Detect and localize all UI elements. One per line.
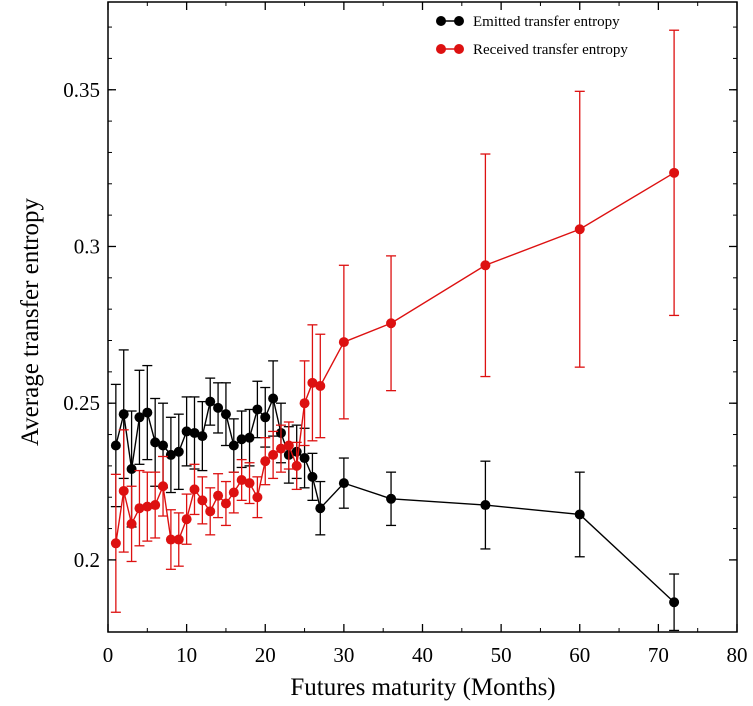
x-tick-label: 60	[569, 643, 590, 667]
data-point-received	[574, 224, 585, 235]
data-point-received	[669, 167, 680, 178]
series-received	[110, 29, 680, 613]
data-point-emitted	[134, 412, 145, 423]
data-point-received	[110, 538, 121, 549]
data-point-received	[386, 318, 397, 329]
series-emitted	[110, 349, 680, 632]
data-point-emitted	[480, 500, 491, 511]
x-tick-label: 0	[103, 643, 114, 667]
legend-emitted-label: Emitted transfer entropy	[473, 14, 620, 30]
legend: Emitted transfer entropy Received transf…	[436, 14, 628, 58]
data-point-received	[315, 380, 326, 391]
y-tick-label: 0.2	[74, 548, 100, 572]
data-point-received	[299, 398, 310, 409]
y-tick-label: 0.3	[74, 234, 100, 258]
data-point-emitted	[252, 404, 263, 415]
data-point-received	[142, 501, 153, 512]
data-point-received	[181, 514, 192, 525]
data-point-emitted	[220, 409, 231, 420]
y-tick-label: 0.35	[63, 78, 100, 102]
x-tick-label: 70	[648, 643, 669, 667]
data-point-received	[480, 260, 491, 271]
data-point-received	[307, 377, 318, 388]
data-point-received	[158, 481, 169, 492]
data-point-received	[220, 498, 231, 509]
data-point-received	[252, 492, 263, 503]
data-point-emitted	[150, 437, 161, 448]
x-tick-label: 50	[491, 643, 512, 667]
data-point-received	[189, 484, 200, 495]
data-point-received	[118, 485, 129, 496]
data-point-emitted	[126, 464, 137, 475]
data-point-received	[268, 449, 279, 460]
data-point-received	[228, 487, 239, 498]
data-point-emitted	[189, 427, 200, 438]
data-point-emitted	[307, 471, 318, 482]
data-point-emitted	[669, 597, 680, 608]
data-point-received	[283, 440, 294, 451]
data-point-emitted	[142, 407, 153, 418]
data-point-received	[197, 495, 208, 506]
data-point-emitted	[228, 440, 239, 451]
data-point-emitted	[165, 449, 176, 460]
data-point-received	[173, 534, 184, 545]
x-tick-label: 30	[333, 643, 354, 667]
series-line-received	[115, 172, 675, 544]
y-axis-title: Average transfer entropy	[17, 197, 44, 446]
data-point-received	[126, 518, 137, 529]
data-point-received	[244, 478, 255, 489]
legend-received-label: Received transfer entropy	[473, 42, 628, 58]
data-point-emitted	[268, 393, 279, 404]
legend-emitted-marker-right	[454, 16, 464, 26]
data-point-emitted	[110, 440, 121, 451]
data-point-received	[275, 443, 286, 454]
x-tick-label: 40	[412, 643, 433, 667]
data-point-emitted	[213, 402, 224, 413]
data-point-emitted	[244, 432, 255, 443]
plot-frame	[107, 1, 738, 633]
data-point-received	[213, 490, 224, 501]
legend-received-marker-right	[454, 44, 464, 54]
data-point-emitted	[236, 434, 247, 445]
x-tick-label: 10	[176, 643, 197, 667]
data-point-received	[134, 503, 145, 514]
data-point-received	[236, 474, 247, 485]
data-point-emitted	[118, 409, 129, 420]
data-point-emitted	[173, 446, 184, 457]
x-axis-title: Futures maturity (Months)	[290, 674, 555, 701]
legend-emitted-marker-left	[436, 16, 446, 26]
data-point-received	[260, 456, 271, 467]
data-point-emitted	[299, 453, 310, 464]
data-point-received	[338, 337, 349, 348]
data-point-emitted	[158, 440, 169, 451]
data-point-received	[205, 506, 216, 517]
data-point-emitted	[205, 396, 216, 407]
data-point-emitted	[315, 503, 326, 514]
data-point-emitted	[197, 431, 208, 442]
data-point-emitted	[386, 493, 397, 504]
x-tick-label: 20	[255, 643, 276, 667]
data-point-emitted	[338, 478, 349, 489]
y-tick-label: 0.25	[63, 391, 100, 415]
data-point-emitted	[181, 426, 192, 437]
legend-received-marker-left	[436, 44, 446, 54]
data-point-emitted	[574, 509, 585, 520]
x-tick-label: 80	[727, 643, 748, 667]
data-point-emitted	[260, 412, 271, 423]
data-point-received	[291, 460, 302, 471]
data-point-received	[150, 500, 161, 511]
data-point-received	[165, 534, 176, 545]
